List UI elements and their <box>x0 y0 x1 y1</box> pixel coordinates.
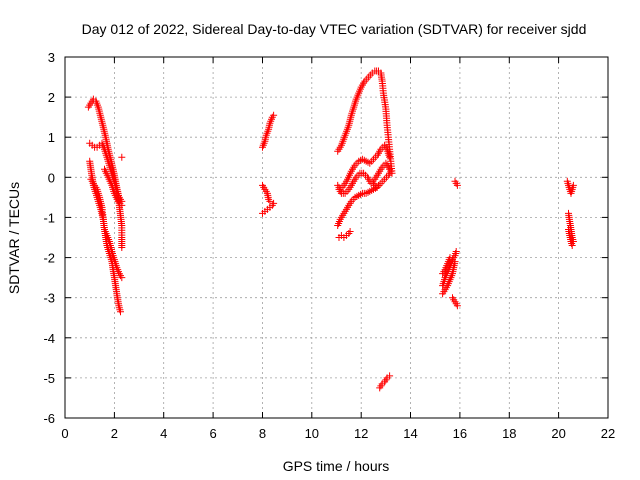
x-tick-label: 18 <box>502 426 516 441</box>
data-point <box>446 254 454 262</box>
y-tick-label: -6 <box>43 411 55 426</box>
x-tick-label: 14 <box>403 426 417 441</box>
data-point <box>569 181 577 189</box>
data-point <box>386 153 394 161</box>
data-point <box>387 167 395 175</box>
y-tick-label: 2 <box>48 90 55 105</box>
axis-ticks <box>64 56 609 419</box>
data-point <box>568 242 576 249</box>
data-point <box>346 228 354 235</box>
y-tick-label: -2 <box>43 251 55 266</box>
x-tick-label: 6 <box>209 426 216 441</box>
data-point <box>117 308 124 316</box>
y-tick-label: -5 <box>43 371 55 386</box>
data-point <box>118 244 126 251</box>
x-tick-label: 8 <box>259 426 266 441</box>
data-point <box>357 190 365 198</box>
data-point <box>118 153 126 161</box>
data-points <box>84 67 577 392</box>
x-tick-label: 20 <box>551 426 565 441</box>
y-tick-label: 0 <box>48 170 55 185</box>
x-tick-label: 2 <box>111 426 118 441</box>
data-point <box>451 258 459 266</box>
data-point <box>118 274 126 282</box>
x-tick-label: 4 <box>160 426 167 441</box>
chart-title: Day 012 of 2022, Sidereal Day-to-day VTE… <box>82 21 587 37</box>
plot-frame <box>64 56 609 419</box>
grid-lines <box>65 57 608 418</box>
data-point <box>266 197 274 205</box>
data-point <box>353 192 361 200</box>
x-tick-label: 22 <box>601 426 615 441</box>
y-tick-labels: -6 -5 -4 -3 -2 -1 0 1 2 3 <box>43 50 55 426</box>
y-tick-label: 3 <box>48 50 55 65</box>
x-tick-label: 0 <box>61 426 68 441</box>
y-tick-label: -3 <box>43 291 55 306</box>
data-point <box>453 302 461 310</box>
data-point <box>386 372 394 380</box>
data-point <box>270 199 278 207</box>
data-point <box>118 201 126 209</box>
data-point <box>375 181 382 189</box>
data-point <box>360 156 368 164</box>
x-tick-label: 12 <box>354 426 368 441</box>
data-point <box>270 111 278 119</box>
data-point <box>368 186 376 194</box>
x-tick-labels: 0 2 4 6 8 10 12 14 16 18 20 22 <box>61 426 615 441</box>
data-point <box>453 181 461 189</box>
data-point <box>452 248 460 255</box>
y-tick-label: -1 <box>43 210 55 225</box>
data-point <box>371 184 379 192</box>
data-point <box>364 158 372 166</box>
data-point <box>364 188 372 196</box>
y-tick-label: -4 <box>43 331 55 346</box>
x-tick-label: 10 <box>305 426 319 441</box>
x-tick-label: 16 <box>453 426 467 441</box>
y-axis-label: SDTVAR / TECUs <box>6 182 22 294</box>
y-tick-label: 1 <box>48 130 55 145</box>
x-axis-label: GPS time / hours <box>283 458 390 474</box>
